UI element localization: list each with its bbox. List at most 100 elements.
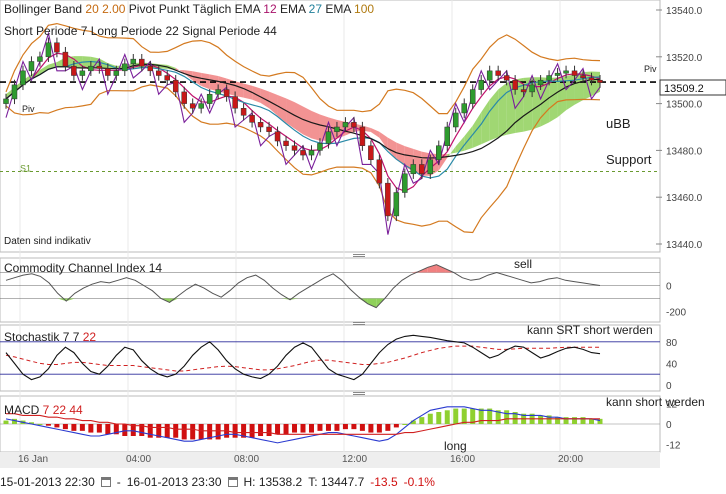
candle-body — [385, 182, 391, 217]
macd-histogram-bar — [555, 417, 561, 424]
macd-histogram-bar — [105, 424, 111, 435]
candle-body — [486, 70, 493, 81]
macd-histogram-bar — [478, 408, 484, 424]
x-tick-label: 16:00 — [450, 454, 475, 465]
macd-histogram-bar — [572, 417, 578, 424]
macd-histogram-bar — [342, 424, 348, 430]
legend-param: 20 2.00 — [85, 2, 125, 16]
to-date[interactable]: 16-01-2013 23:30 — [126, 475, 222, 489]
ichimoku-cloud-segment — [379, 131, 388, 150]
disclaimer-note: Daten sind indikativ — [4, 236, 91, 247]
calendar-icon[interactable] — [227, 477, 238, 487]
macd-histogram-bar — [444, 410, 450, 424]
macd-histogram-bar — [215, 424, 221, 440]
candle-body — [11, 84, 18, 100]
y-tick-label: 13520.0 — [666, 53, 703, 64]
cci-sell-annotation: sell — [514, 257, 532, 271]
ichimoku-cloud-segment — [39, 64, 49, 75]
candle-body — [537, 79, 544, 86]
candle-body — [88, 65, 94, 72]
candle-body — [512, 79, 518, 90]
ichimoku-cloud-segment — [506, 79, 516, 135]
status-bar: 15-01-2013 22:30 - 16-01-2013 23:30 H: 1… — [0, 470, 726, 494]
ichimoku-cloud-segment — [557, 76, 567, 118]
macd-histogram-bar — [88, 424, 94, 433]
candle-body — [452, 112, 459, 128]
macd-param: 7 — [43, 403, 53, 417]
svg-text:Bollinger Band 20 2.00 Pi: Bollinger Band 20 2.00 Pivot Punkt Tägli… — [4, 2, 374, 16]
candle-body — [122, 63, 128, 72]
candle-body — [478, 79, 484, 90]
ichimoku-cloud-segment — [566, 74, 575, 111]
y-tick-label: 13440.0 — [666, 240, 703, 251]
macd-histogram-bar — [580, 417, 586, 424]
macd-histogram-bar — [147, 424, 153, 438]
macd-histogram-bar — [113, 424, 119, 435]
last-price-label: 13509.2 — [664, 83, 704, 95]
candle-body — [419, 164, 425, 175]
macd-histogram-bar — [427, 413, 433, 424]
macd-histogram-bar — [368, 424, 374, 433]
candle-body — [240, 108, 247, 116]
ichimoku-cloud-segment — [498, 82, 507, 138]
macd-histogram-bar — [198, 424, 204, 440]
legend-label: Bollinger Band — [4, 2, 85, 16]
ichimoku-cloud-segment — [260, 88, 270, 109]
cci-overbought-fill — [436, 264, 446, 273]
splitter-handles[interactable] — [353, 254, 365, 395]
legend-label: EMA — [235, 2, 264, 16]
legend: Bollinger Band 20 2.00 Pivot Punkt Tägli… — [4, 2, 374, 247]
candle-body — [554, 72, 561, 76]
ichimoku-cloud-segment — [167, 64, 176, 70]
legend-label: EMA — [322, 2, 354, 16]
calendar-icon[interactable] — [100, 477, 111, 487]
ichimoku-cloud-segment — [201, 72, 210, 90]
macd-histogram-bar — [563, 417, 569, 424]
stoch-annotation: kann SRT short werden — [527, 323, 653, 337]
macd-histogram-bar — [266, 424, 272, 436]
candle-body — [20, 70, 26, 86]
candle-body — [571, 70, 578, 76]
candle-body — [444, 126, 451, 146]
candle-body — [215, 89, 221, 95]
candle-body — [62, 51, 69, 67]
macd-histogram-bar — [308, 424, 314, 433]
macd-histogram-bar — [96, 424, 102, 433]
candle-body — [198, 103, 204, 109]
legend-param: 12 — [263, 2, 277, 16]
legend-param: 100 — [354, 2, 374, 16]
legend-label: Pivot Punkt Täglich — [125, 2, 234, 16]
macd-histogram-bar — [258, 424, 264, 436]
macd-histogram-bar — [190, 424, 196, 440]
stoch-title: Stochastik 7 7 22 — [4, 330, 96, 344]
candle-body — [249, 115, 255, 123]
ichimoku-cloud-segment — [549, 77, 558, 123]
candle-body — [223, 89, 230, 97]
macd-histogram-bar — [495, 410, 501, 424]
candle-body — [436, 145, 442, 161]
macd-histogram-bar — [156, 424, 162, 438]
x-tick-label: 16 Jan — [18, 454, 48, 465]
macd-histogram-bar — [241, 424, 247, 438]
candle-body — [427, 159, 434, 175]
macd-histogram-bar — [376, 424, 382, 433]
high-value: H: 13538.2 — [243, 475, 303, 489]
bollinger-lower — [5, 84, 601, 234]
candle-body — [520, 89, 527, 93]
cci-panel — [0, 257, 661, 323]
cci-oversold-fill — [367, 298, 377, 308]
stoch-param: 22 — [83, 330, 97, 344]
last-price-marker: 13509.2 — [659, 79, 726, 96]
candle-body — [402, 173, 408, 193]
ichimoku-cloud-segment — [370, 128, 380, 138]
macd-histogram-bar — [181, 424, 187, 440]
macd-histogram-bar — [275, 424, 281, 435]
macd-params-label: Short Periode 7 Long Periode 22 Signal P… — [4, 24, 277, 38]
macd-tick-label: 12 — [666, 399, 678, 410]
macd-histogram-bar — [79, 424, 85, 431]
macd-histogram-bar — [28, 422, 34, 424]
macd-short-annotation: kann short werden — [606, 395, 705, 409]
macd-histogram-bar — [249, 424, 255, 438]
from-date[interactable]: 15-01-2013 22:30 — [0, 475, 95, 489]
